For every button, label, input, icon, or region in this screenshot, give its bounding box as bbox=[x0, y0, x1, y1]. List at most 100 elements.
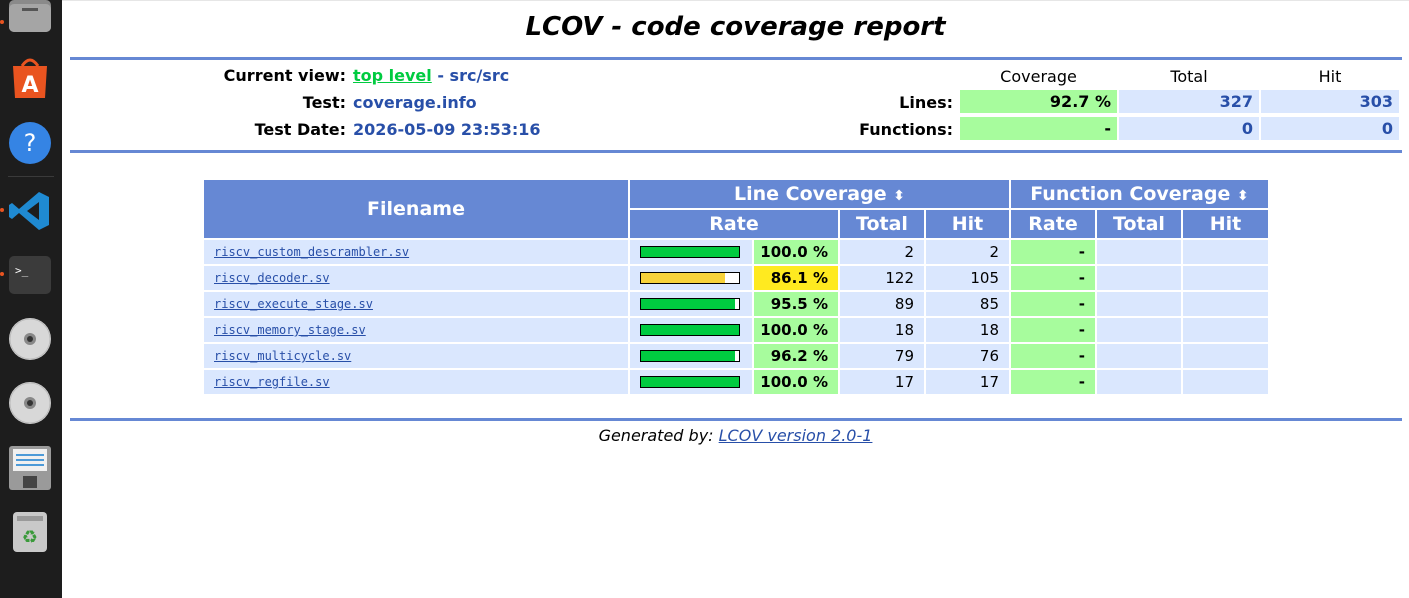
page-title: LCOV - code coverage report bbox=[525, 12, 946, 42]
line-coverage-label: Line Coverage bbox=[734, 183, 887, 205]
file-link[interactable]: riscv_decoder.sv bbox=[204, 266, 628, 290]
app-center-icon[interactable]: A bbox=[7, 56, 53, 102]
line-rate: 100.0 % bbox=[754, 240, 838, 264]
coverage-bar-cell bbox=[630, 240, 752, 264]
functions-hit: 0 bbox=[1261, 117, 1399, 140]
filename-header: Filename bbox=[204, 180, 628, 238]
functions-label: Functions: bbox=[859, 120, 953, 139]
files-icon[interactable] bbox=[7, 0, 53, 40]
footer-prefix: Generated by: bbox=[598, 426, 719, 445]
file-link[interactable]: riscv_custom_descrambler.sv bbox=[204, 240, 628, 264]
coverage-bar-fill bbox=[641, 377, 739, 387]
line-hit: 18 bbox=[926, 318, 1009, 342]
line-rate: 95.5 % bbox=[754, 292, 838, 316]
lines-label: Lines: bbox=[899, 93, 953, 112]
current-view-sep: - bbox=[431, 66, 450, 85]
functions-coverage: - bbox=[960, 117, 1117, 140]
lcov-version-link[interactable]: LCOV version 2.0-1 bbox=[718, 426, 873, 445]
summary-col-coverage: Coverage bbox=[1000, 67, 1077, 86]
footer-rule bbox=[70, 418, 1402, 421]
date-value: 2026-05-09 23:53:16 bbox=[353, 120, 541, 139]
current-view-label: Current view: bbox=[223, 66, 346, 85]
line-total: 2 bbox=[840, 240, 924, 264]
sort-icon[interactable]: ⬍ bbox=[1236, 188, 1249, 204]
line-rate: 100.0 % bbox=[754, 370, 838, 394]
coverage-bar bbox=[640, 272, 740, 284]
func-hit bbox=[1183, 292, 1268, 316]
function-coverage-label: Function Coverage bbox=[1030, 183, 1231, 205]
line-rate: 100.0 % bbox=[754, 318, 838, 342]
coverage-bar-cell bbox=[630, 370, 752, 394]
coverage-bar bbox=[640, 376, 740, 388]
func-rate: - bbox=[1011, 266, 1095, 290]
line-hit: 17 bbox=[926, 370, 1009, 394]
test-label: Test: bbox=[302, 93, 346, 112]
line-total: 17 bbox=[840, 370, 924, 394]
save-disk-icon[interactable] bbox=[7, 444, 53, 490]
svg-text:>_: >_ bbox=[15, 264, 29, 277]
coverage-bar bbox=[640, 246, 740, 258]
func-total bbox=[1097, 240, 1181, 264]
func-rate: - bbox=[1011, 344, 1095, 368]
vscode-icon[interactable] bbox=[7, 188, 53, 234]
func-rate-header: Rate bbox=[1011, 210, 1095, 238]
line-hit-header: Hit bbox=[926, 210, 1009, 238]
line-rate: 96.2 % bbox=[754, 344, 838, 368]
func-hit bbox=[1183, 266, 1268, 290]
header-rule-top bbox=[70, 57, 1402, 60]
coverage-bar-cell bbox=[630, 292, 752, 316]
coverage-bar-fill bbox=[641, 299, 735, 309]
line-hit: 105 bbox=[926, 266, 1009, 290]
func-hit bbox=[1183, 318, 1268, 342]
trash-icon[interactable]: ♻ bbox=[7, 508, 53, 554]
footer: Generated by: LCOV version 2.0-1 bbox=[62, 426, 1409, 445]
svg-text:?: ? bbox=[24, 129, 37, 157]
func-total bbox=[1097, 344, 1181, 368]
func-total bbox=[1097, 370, 1181, 394]
file-link[interactable]: riscv_memory_stage.sv bbox=[204, 318, 628, 342]
coverage-bar-fill bbox=[641, 247, 739, 257]
file-link[interactable]: riscv_execute_stage.sv bbox=[204, 292, 628, 316]
func-rate: - bbox=[1011, 370, 1095, 394]
line-rate-header: Rate bbox=[630, 210, 838, 238]
func-total-header: Total bbox=[1097, 210, 1181, 238]
terminal-icon[interactable]: >_ bbox=[7, 252, 53, 298]
file-link[interactable]: riscv_regfile.sv bbox=[204, 370, 628, 394]
function-coverage-header[interactable]: Function Coverage ⬍ bbox=[1011, 180, 1268, 208]
func-hit bbox=[1183, 240, 1268, 264]
svg-text:♻: ♻ bbox=[22, 527, 38, 548]
date-label: Test Date: bbox=[254, 120, 346, 139]
func-total bbox=[1097, 292, 1181, 316]
coverage-bar-cell bbox=[630, 344, 752, 368]
coverage-bar-fill bbox=[641, 325, 739, 335]
disc-icon[interactable] bbox=[7, 316, 53, 362]
func-total bbox=[1097, 266, 1181, 290]
file-link[interactable]: riscv_multicycle.sv bbox=[204, 344, 628, 368]
test-value: coverage.info bbox=[353, 93, 477, 112]
help-icon[interactable]: ? bbox=[7, 120, 53, 166]
coverage-bar bbox=[640, 324, 740, 336]
current-view: top level - src/src bbox=[353, 66, 509, 85]
current-view-path: src/src bbox=[449, 66, 510, 85]
func-hit-header: Hit bbox=[1183, 210, 1268, 238]
coverage-bar-fill bbox=[641, 273, 726, 283]
summary-col-total: Total bbox=[1170, 67, 1208, 86]
disc-icon-2[interactable] bbox=[7, 380, 53, 426]
line-total: 79 bbox=[840, 344, 924, 368]
func-hit bbox=[1183, 344, 1268, 368]
line-total-header: Total bbox=[840, 210, 924, 238]
lines-coverage: 92.7 % bbox=[960, 90, 1117, 113]
svg-text:A: A bbox=[21, 73, 38, 98]
func-total bbox=[1097, 318, 1181, 342]
sort-icon[interactable]: ⬍ bbox=[893, 188, 905, 204]
func-rate: - bbox=[1011, 240, 1095, 264]
coverage-bar bbox=[640, 298, 740, 310]
line-hit: 2 bbox=[926, 240, 1009, 264]
top-level-link[interactable]: top level bbox=[353, 66, 432, 85]
line-total: 18 bbox=[840, 318, 924, 342]
coverage-bar-cell bbox=[630, 318, 752, 342]
functions-total: 0 bbox=[1119, 117, 1259, 140]
line-total: 122 bbox=[840, 266, 924, 290]
line-total: 89 bbox=[840, 292, 924, 316]
line-coverage-header[interactable]: Line Coverage ⬍ bbox=[630, 180, 1009, 208]
